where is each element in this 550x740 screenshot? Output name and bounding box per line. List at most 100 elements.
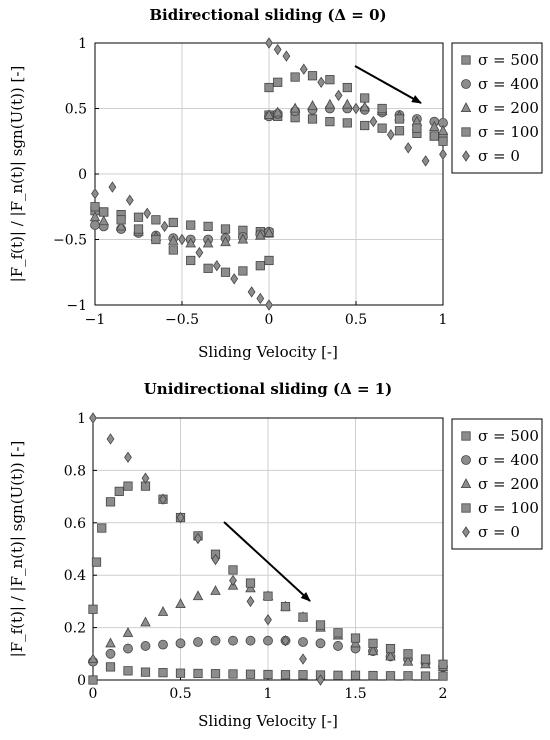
series-3: [90, 71, 448, 277]
y-tick-label: 0: [77, 673, 86, 689]
data-point: [255, 229, 266, 240]
data-point: [420, 654, 431, 664]
data-point: [394, 126, 405, 136]
data-point: [203, 263, 213, 273]
data-point: [193, 668, 203, 679]
data-point: [290, 72, 300, 82]
legend-label: σ = 400: [478, 75, 539, 93]
data-point: [99, 207, 109, 217]
data-point: [316, 674, 325, 686]
x-tick-label: 0: [89, 686, 98, 702]
legend-marker: [461, 455, 471, 465]
data-point: [385, 650, 396, 661]
data-point: [429, 131, 439, 141]
data-marks: [89, 37, 449, 311]
data-point: [315, 620, 326, 630]
data-point: [403, 671, 413, 681]
data-point: [334, 89, 343, 102]
data-point: [299, 653, 307, 665]
data-point: [159, 493, 167, 505]
data-point: [168, 245, 178, 255]
chart-title: Unidirectional sliding (Δ = 1): [144, 380, 393, 398]
data-point: [282, 50, 291, 62]
chart-title: Bidirectional sliding (Δ = 0): [149, 6, 386, 24]
y-tick-label: 0.8: [64, 463, 86, 479]
data-point: [108, 181, 117, 193]
legend-entry: σ = 0: [462, 523, 520, 541]
legend-entry: σ = 200: [460, 99, 539, 117]
legend-entry: σ = 200: [460, 475, 539, 493]
data-point: [168, 217, 178, 228]
data-point: [115, 220, 127, 231]
data-point: [245, 635, 256, 646]
legend-entry: σ = 100: [461, 499, 539, 517]
data-point: [307, 114, 318, 124]
x-tick-label: 1: [439, 312, 448, 328]
data-point: [438, 136, 448, 146]
data-point: [133, 224, 144, 234]
data-point: [263, 669, 273, 680]
data-point: [140, 641, 151, 651]
legend-label: σ = 500: [478, 427, 539, 445]
data-point: [256, 292, 265, 305]
data-point: [368, 638, 378, 648]
data-point: [264, 255, 274, 266]
data-point: [220, 236, 231, 247]
data-point: [342, 118, 352, 128]
data-point: [263, 591, 273, 601]
data-point: [377, 103, 387, 114]
y-axis-label: |F_f(t)| / |F_n(t)| sgn(U(t)) [-]: [8, 441, 26, 658]
data-point: [90, 220, 100, 230]
data-point: [141, 472, 150, 484]
data-point: [333, 628, 343, 638]
data-point: [264, 614, 272, 626]
data-point: [245, 578, 256, 588]
data-point: [325, 75, 335, 85]
data-point: [255, 261, 265, 271]
data-point: [211, 553, 220, 566]
x-tick-label: 1.5: [344, 686, 366, 702]
data-point: [350, 633, 361, 643]
data-point: [210, 669, 221, 679]
series-4: [89, 412, 325, 686]
y-tick-label: −1: [66, 298, 87, 314]
x-tick-label: 2: [439, 686, 448, 702]
data-point: [246, 595, 255, 608]
data-point: [168, 234, 179, 245]
legend-marker: [460, 478, 472, 489]
data-point: [140, 667, 151, 677]
data-point: [143, 207, 152, 220]
y-tick-label: 0.5: [65, 102, 87, 118]
data-point: [385, 643, 396, 654]
data-point: [105, 497, 116, 507]
data-point: [280, 602, 291, 612]
data-point: [114, 486, 124, 496]
legend-marker: [461, 55, 471, 65]
data-point: [158, 639, 168, 650]
series-4: [91, 37, 447, 311]
data-point: [264, 82, 274, 93]
legend-label: σ = 200: [478, 475, 539, 493]
data-point: [324, 98, 336, 109]
data-point: [157, 606, 169, 616]
data-point: [307, 100, 318, 110]
legend-label: σ = 100: [478, 499, 539, 517]
data-point: [402, 655, 414, 666]
data-point: [88, 604, 98, 614]
data-point: [175, 668, 186, 678]
legend: σ = 500 σ = 400 σ = 200 σ = 100 σ = 0: [451, 42, 543, 174]
grid: [94, 42, 444, 306]
data-point: [342, 98, 353, 109]
legend-marker: [461, 127, 471, 137]
data-point: [186, 255, 196, 266]
legend-label: σ = 0: [478, 523, 520, 541]
data-point: [91, 557, 102, 567]
legend-entry: σ = 0: [462, 147, 520, 165]
data-point: [298, 637, 308, 647]
data-point: [238, 266, 248, 276]
data-point: [228, 635, 238, 646]
x-axis-label: Sliding Velocity [-]: [198, 343, 338, 361]
data-point: [280, 670, 291, 680]
data-point: [105, 637, 116, 648]
data-point: [105, 662, 116, 672]
